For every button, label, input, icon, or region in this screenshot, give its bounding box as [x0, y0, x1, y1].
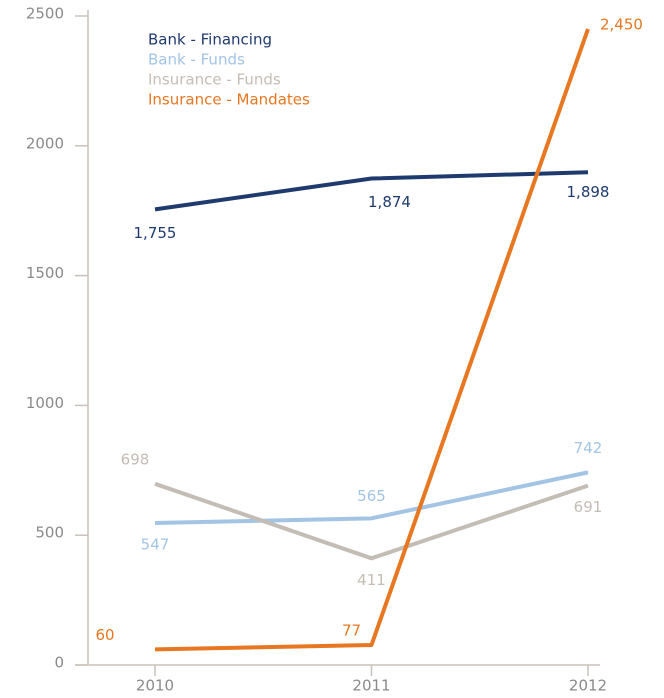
series-line: [154, 28, 590, 652]
legend-entry: Bank - Financing: [148, 31, 272, 49]
value-label: 77: [342, 622, 361, 640]
y-tick-label: 0: [54, 654, 64, 672]
series-line: [154, 470, 589, 525]
x-tick-label: 2010: [136, 677, 174, 695]
value-label: 1,898: [567, 183, 610, 201]
value-label: 411: [357, 571, 386, 589]
x-tick-label: 2011: [352, 677, 390, 695]
legend-entry: Insurance - Funds: [148, 71, 281, 89]
series-line: [154, 170, 589, 212]
value-label: 2,450: [600, 15, 643, 33]
y-tick-label: 500: [35, 524, 64, 542]
y-tick-label: 2000: [26, 134, 64, 152]
legend-entry: Insurance - Mandates: [148, 91, 310, 109]
y-tick-label: 1500: [26, 264, 64, 282]
series-line: [154, 481, 589, 561]
value-label: 742: [574, 439, 603, 457]
value-label: 60: [95, 626, 114, 644]
value-label: 1,755: [134, 224, 177, 242]
x-tick-label: 2012: [569, 677, 607, 695]
value-label: 547: [141, 535, 170, 553]
value-label: 1,874: [368, 193, 411, 211]
legend-entry: Bank - Funds: [148, 51, 245, 69]
value-label: 691: [574, 498, 603, 516]
y-tick-label: 2500: [26, 5, 64, 23]
value-label: 565: [357, 487, 386, 505]
y-tick-label: 1000: [26, 394, 64, 412]
value-label: 698: [121, 450, 150, 468]
